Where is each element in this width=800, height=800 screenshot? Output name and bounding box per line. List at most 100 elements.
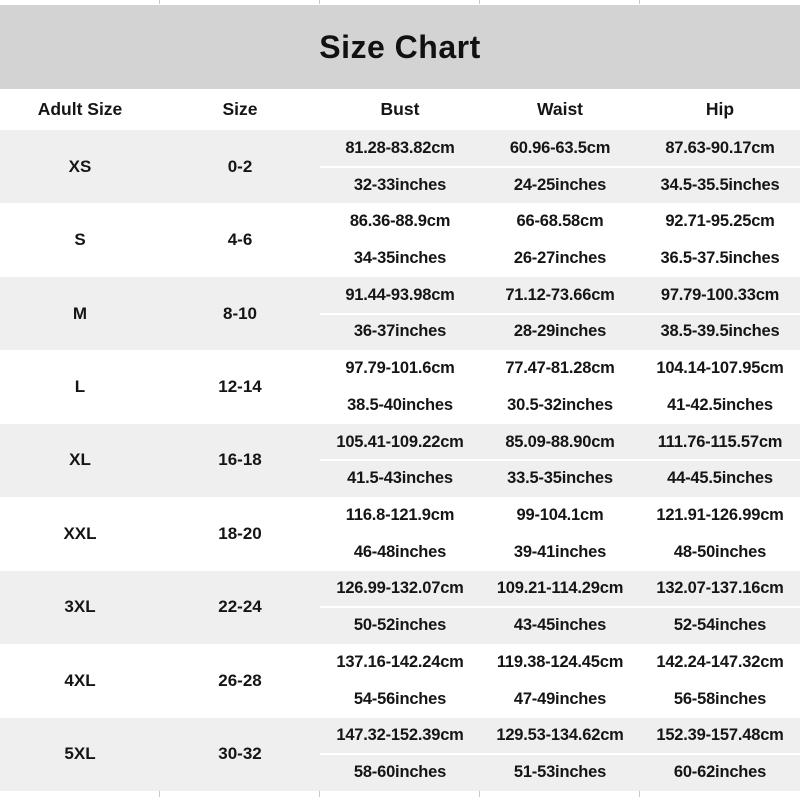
waist-cm-value: 109.21-114.29cm bbox=[496, 579, 624, 598]
top-border-strip bbox=[0, 0, 800, 5]
hip-inches-value: 52-54inches bbox=[673, 616, 767, 635]
bust-cm-value: 91.44-93.98cm bbox=[345, 285, 455, 304]
waist-cm-value: 119.38-124.45cm bbox=[496, 652, 624, 671]
size-range-cell: 30-32 bbox=[160, 718, 320, 791]
size-range-cell: 0-2 bbox=[160, 130, 320, 203]
cm-inches-divider bbox=[320, 386, 800, 389]
bottom-border-strip bbox=[0, 791, 800, 800]
waist-cell: 66-68.58cm 26-27inches bbox=[480, 203, 640, 276]
bust-cell: 86.36-88.9cm 34-35inches bbox=[320, 203, 480, 276]
bust-cm-value: 105.41-109.22cm bbox=[336, 432, 464, 451]
bust-inches-value: 41.5-43inches bbox=[347, 469, 453, 488]
hip-cm-value: 121.91-126.99cm bbox=[656, 506, 784, 525]
table-row: 3XL 22-24 126.99-132.07cm 50-52inches 10… bbox=[0, 570, 800, 645]
table-row: 5XL 30-32 147.32-152.39cm 58-60inches 12… bbox=[0, 717, 800, 791]
waist-cell: 60.96-63.5cm 24-25inches bbox=[480, 130, 640, 203]
hip-inches-value: 44-45.5inches bbox=[667, 469, 773, 488]
size-range-value: 26-28 bbox=[218, 670, 262, 690]
hip-cm-value: 142.24-147.32cm bbox=[656, 652, 784, 671]
adult-size-cell: 3XL bbox=[0, 571, 160, 644]
size-range-cell: 16-18 bbox=[160, 424, 320, 497]
size-range-cell: 12-14 bbox=[160, 350, 320, 423]
table-row: S 4-6 86.36-88.9cm 34-35inches 66-68.58c… bbox=[0, 203, 800, 277]
size-range-cell: 22-24 bbox=[160, 571, 320, 644]
waist-cm-value: 66-68.58cm bbox=[516, 212, 604, 231]
waist-inches-value: 28-29inches bbox=[513, 322, 607, 341]
waist-cell: 109.21-114.29cm 43-45inches bbox=[480, 571, 640, 644]
table-row: XS 0-2 81.28-83.82cm 32-33inches 60.96-6… bbox=[0, 130, 800, 204]
size-range-value: 8-10 bbox=[222, 303, 258, 323]
size-range-cell: 4-6 bbox=[160, 203, 320, 276]
column-border-tick bbox=[319, 0, 320, 4]
hip-cell: 87.63-90.17cm 34.5-35.5inches bbox=[640, 130, 800, 203]
bust-inches-value: 36-37inches bbox=[353, 322, 447, 341]
size-range-value: 22-24 bbox=[218, 597, 262, 617]
waist-inches-value: 43-45inches bbox=[513, 616, 607, 635]
column-header-bust: Bust bbox=[380, 98, 420, 119]
waist-inches-value: 26-27inches bbox=[513, 249, 607, 268]
bust-cm-value: 116.8-121.9cm bbox=[345, 506, 455, 525]
cm-inches-divider bbox=[320, 312, 800, 315]
adult-size-value: L bbox=[74, 377, 86, 397]
waist-cm-value: 77.47-81.28cm bbox=[505, 359, 615, 378]
hip-cm-value: 104.14-107.95cm bbox=[656, 359, 784, 378]
table-row: XXL 18-20 116.8-121.9cm 46-48inches 99-1… bbox=[0, 497, 800, 571]
column-header-size: Size bbox=[222, 98, 258, 119]
table-row: L 12-14 97.79-101.6cm 38.5-40inches 77.4… bbox=[0, 350, 800, 424]
column-border-tick bbox=[639, 791, 640, 797]
adult-size-value: XL bbox=[69, 450, 91, 470]
bust-cell: 91.44-93.98cm 36-37inches bbox=[320, 277, 480, 350]
table-row: XL 16-18 105.41-109.22cm 41.5-43inches 8… bbox=[0, 423, 800, 498]
adult-size-value: M bbox=[72, 303, 88, 323]
adult-size-cell: 5XL bbox=[0, 718, 160, 791]
size-range-cell: 18-20 bbox=[160, 497, 320, 570]
bust-cell: 137.16-142.24cm 54-56inches bbox=[320, 644, 480, 717]
cm-inches-divider bbox=[320, 532, 800, 535]
waist-cell: 77.47-81.28cm 30.5-32inches bbox=[480, 350, 640, 423]
bust-cm-value: 86.36-88.9cm bbox=[349, 212, 451, 231]
waist-cell: 99-104.1cm 39-41inches bbox=[480, 497, 640, 570]
adult-size-value: XS bbox=[68, 156, 92, 176]
column-border-tick bbox=[159, 0, 160, 4]
waist-cell: 129.53-134.62cm 51-53inches bbox=[480, 718, 640, 791]
bust-inches-value: 58-60inches bbox=[353, 763, 447, 782]
waist-inches-value: 51-53inches bbox=[513, 763, 607, 782]
adult-size-cell: S bbox=[0, 203, 160, 276]
waist-inches-value: 33.5-35inches bbox=[507, 469, 613, 488]
adult-size-value: 3XL bbox=[64, 597, 96, 617]
bust-cm-value: 147.32-152.39cm bbox=[336, 726, 464, 745]
bust-inches-value: 38.5-40inches bbox=[347, 395, 453, 414]
hip-inches-value: 34.5-35.5inches bbox=[660, 175, 780, 194]
hip-cm-value: 152.39-157.48cm bbox=[656, 726, 784, 745]
size-range-value: 18-20 bbox=[218, 523, 262, 543]
waist-cm-value: 99-104.1cm bbox=[516, 506, 604, 525]
adult-size-cell: XL bbox=[0, 424, 160, 497]
adult-size-value: 4XL bbox=[64, 670, 96, 690]
hip-cell: 142.24-147.32cm 56-58inches bbox=[640, 644, 800, 717]
hip-cell: 121.91-126.99cm 48-50inches bbox=[640, 497, 800, 570]
column-border-tick bbox=[319, 791, 320, 797]
bust-inches-value: 50-52inches bbox=[353, 616, 447, 635]
cm-inches-divider bbox=[320, 753, 800, 756]
table-header-row: Adult Size Size Bust Waist Hip bbox=[0, 89, 800, 130]
hip-inches-value: 38.5-39.5inches bbox=[660, 322, 780, 341]
hip-cell: 97.79-100.33cm 38.5-39.5inches bbox=[640, 277, 800, 350]
bust-cell: 105.41-109.22cm 41.5-43inches bbox=[320, 424, 480, 497]
bust-cell: 147.32-152.39cm 58-60inches bbox=[320, 718, 480, 791]
adult-size-cell: XXL bbox=[0, 497, 160, 570]
adult-size-cell: M bbox=[0, 277, 160, 350]
size-range-value: 16-18 bbox=[218, 450, 262, 470]
table-body: XS 0-2 81.28-83.82cm 32-33inches 60.96-6… bbox=[0, 130, 800, 791]
adult-size-value: 5XL bbox=[64, 744, 96, 764]
waist-inches-value: 24-25inches bbox=[513, 175, 607, 194]
adult-size-cell: 4XL bbox=[0, 644, 160, 717]
size-range-value: 0-2 bbox=[227, 156, 253, 176]
bust-cell: 97.79-101.6cm 38.5-40inches bbox=[320, 350, 480, 423]
column-border-tick bbox=[159, 791, 160, 797]
hip-inches-value: 60-62inches bbox=[673, 763, 767, 782]
cm-inches-divider bbox=[320, 459, 800, 462]
column-border-tick bbox=[639, 0, 640, 4]
waist-cm-value: 60.96-63.5cm bbox=[509, 138, 611, 157]
size-range-cell: 8-10 bbox=[160, 277, 320, 350]
hip-cm-value: 111.76-115.57cm bbox=[657, 432, 783, 451]
